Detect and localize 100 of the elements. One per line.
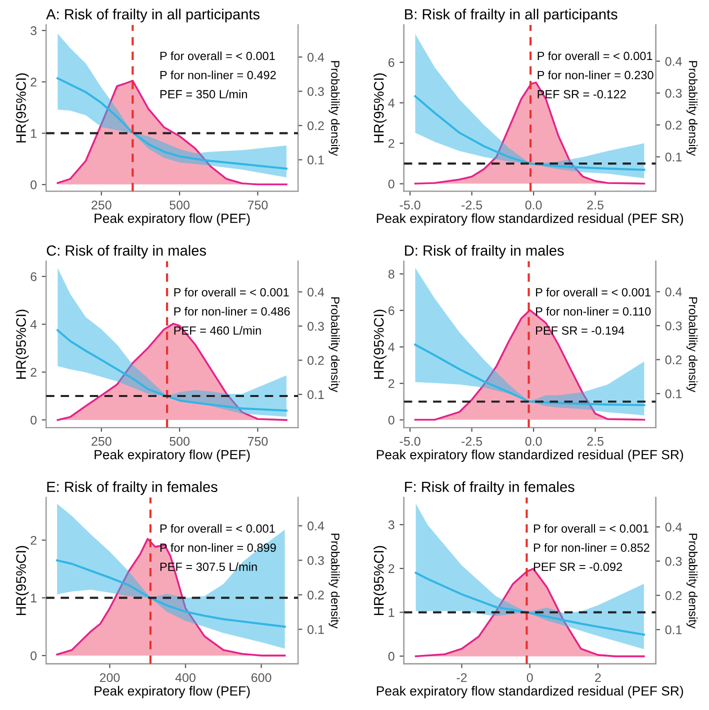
- y-tick-label: 8: [388, 270, 394, 279]
- annotation: P for non-liner = 0.492: [160, 70, 276, 80]
- y2-tick-label: 0.3: [308, 322, 324, 331]
- y-tick-label: 6: [30, 272, 37, 282]
- annotation: P for non-liner = 0.852: [534, 543, 650, 552]
- y-axis-title: HR(95%CI): [374, 546, 386, 616]
- x-axis-title: Peak expiratory flow (PEF): [94, 213, 250, 226]
- y2-axis-title: Probability density: [328, 61, 340, 156]
- y2-tick-label: 0.1: [308, 156, 324, 164]
- y-tick-label: 2: [388, 379, 394, 388]
- x-tick-label: 750: [248, 200, 268, 210]
- y-tick-label: 0: [30, 651, 37, 660]
- y2-tick-label: 0.2: [308, 121, 324, 130]
- chart-title: C: Risk of frailty in males: [46, 245, 206, 259]
- x-tick-label: 750: [248, 436, 268, 446]
- y-tick-label: 0: [30, 416, 37, 425]
- x-tick-label: -5.0: [400, 200, 420, 210]
- y2-tick-label: 0.3: [308, 87, 324, 96]
- x-axis-title: Peak expiratory flow standardized residual (PEF SR): [376, 450, 684, 462]
- chart-title: A: Risk of frailty in all participants: [46, 8, 260, 22]
- chart-title: D: Risk of frailty in males: [405, 245, 564, 259]
- x-tick-label: 2: [595, 673, 601, 682]
- annotation: P for non-liner = 0.230: [538, 70, 654, 80]
- annotation: P for non-liner = 0.110: [536, 306, 651, 316]
- y2-tick-label: 0.3: [665, 321, 682, 330]
- annotation: P for overall = < 0.001: [160, 524, 275, 533]
- y2-tick-label: 0.3: [665, 88, 682, 98]
- y2-tick-label: 0.2: [665, 120, 682, 130]
- y-tick-label: 4: [30, 320, 37, 329]
- y2-tick-label: 0.1: [308, 390, 324, 400]
- y2-tick-label: 0.1: [665, 625, 682, 634]
- y2-tick-label: 0.2: [665, 591, 682, 600]
- annotation: P for overall = < 0.001: [174, 288, 289, 296]
- y-tick-label: 1: [388, 608, 394, 617]
- y2-tick-label: 0.2: [308, 356, 324, 365]
- x-tick-label: 0: [526, 673, 533, 682]
- y2-axis-title: Probability density: [686, 297, 698, 392]
- x-tick-label: 600: [252, 673, 272, 682]
- line-series: [414, 572, 645, 636]
- y-tick-label: 0: [388, 416, 394, 425]
- chart-title: E: Risk of frailty in females: [47, 481, 218, 495]
- x-tick-label: 0.0: [525, 200, 542, 210]
- y2-tick-label: 0.4: [665, 288, 682, 296]
- annotation: P for overall = < 0.001: [536, 288, 650, 296]
- x-axis-title: Peak expiratory flow standardized residual (PEF SR): [376, 686, 684, 698]
- y2-tick-label: 0.4: [665, 522, 682, 532]
- y-tick-label: 2: [30, 368, 36, 377]
- y-tick-label: 2: [388, 139, 394, 148]
- y-tick-label: 1: [31, 129, 36, 138]
- annotation: PEF SR = -0.194: [536, 326, 624, 335]
- y2-tick-label: 0.3: [665, 556, 682, 566]
- y2-tick-label: 0.3: [308, 556, 324, 565]
- y2-tick-label: 0.1: [308, 625, 324, 634]
- y-tick-label: 0: [388, 180, 394, 188]
- x-tick-label: 500: [170, 436, 190, 446]
- y-tick-label: 2: [388, 564, 394, 573]
- y-tick-label: 4: [388, 342, 394, 352]
- y2-axis-title: Probability density: [328, 534, 340, 629]
- y-axis-title: HR(95%CI): [374, 73, 386, 142]
- y-axis-title: HR(95%CI): [374, 310, 386, 379]
- y-axis-title: HR(95%CI): [16, 73, 29, 142]
- line-series: [414, 344, 646, 406]
- y-tick-label: 2: [30, 536, 36, 545]
- x-tick-label: -2: [456, 673, 467, 682]
- annotation: P for overall = < 0.001: [160, 51, 275, 60]
- x-axis-title: Peak expiratory flow (PEF): [94, 686, 250, 698]
- x-tick-label: -2.5: [462, 200, 482, 210]
- y2-axis-title: Probability density: [686, 534, 698, 629]
- y2-axis-title: Probability density: [686, 61, 698, 156]
- x-tick-label: 250: [92, 200, 112, 210]
- y-axis-title: HR(95%CI): [16, 310, 29, 379]
- annotation: P for overall = < 0.001: [538, 51, 652, 60]
- x-tick-label: -2.5: [462, 436, 482, 446]
- y-tick-label: 1: [31, 594, 36, 602]
- line-series: [56, 559, 286, 628]
- x-tick-label: 500: [170, 200, 190, 210]
- y-tick-label: 4: [388, 98, 394, 108]
- x-tick-label: -5.0: [400, 436, 420, 446]
- annotation: P for non-liner = 0.486: [174, 306, 290, 316]
- y-tick-label: 0: [388, 652, 394, 661]
- y-tick-label: 3: [388, 520, 394, 530]
- y2-tick-label: 0.1: [665, 389, 682, 398]
- x-tick-label: 2.5: [587, 200, 604, 210]
- chart-title: F: Risk of frailty in females: [405, 481, 574, 495]
- y2-tick-label: 0.4: [308, 288, 324, 297]
- y-tick-label: 6: [388, 306, 394, 316]
- y-tick-label: 2: [30, 78, 36, 86]
- y2-tick-label: 0.4: [665, 56, 682, 66]
- y2-tick-label: 0.2: [308, 590, 324, 600]
- x-tick-label: 0.0: [525, 436, 542, 446]
- y2-tick-label: 0.4: [308, 522, 324, 530]
- y2-axis-title: Probability density: [328, 297, 340, 392]
- y2-tick-label: 0.4: [308, 52, 324, 62]
- annotation: PEF = 307.5 L/min: [160, 562, 257, 572]
- x-tick-label: 250: [92, 436, 112, 446]
- annotation: PEF = 350 L/min: [160, 90, 247, 98]
- x-tick-label: 200: [100, 673, 120, 682]
- x-axis-title: Peak expiratory flow standardized residual (PEF SR): [376, 213, 684, 226]
- y2-tick-label: 0.2: [665, 355, 682, 364]
- y-tick-label: 3: [30, 26, 37, 36]
